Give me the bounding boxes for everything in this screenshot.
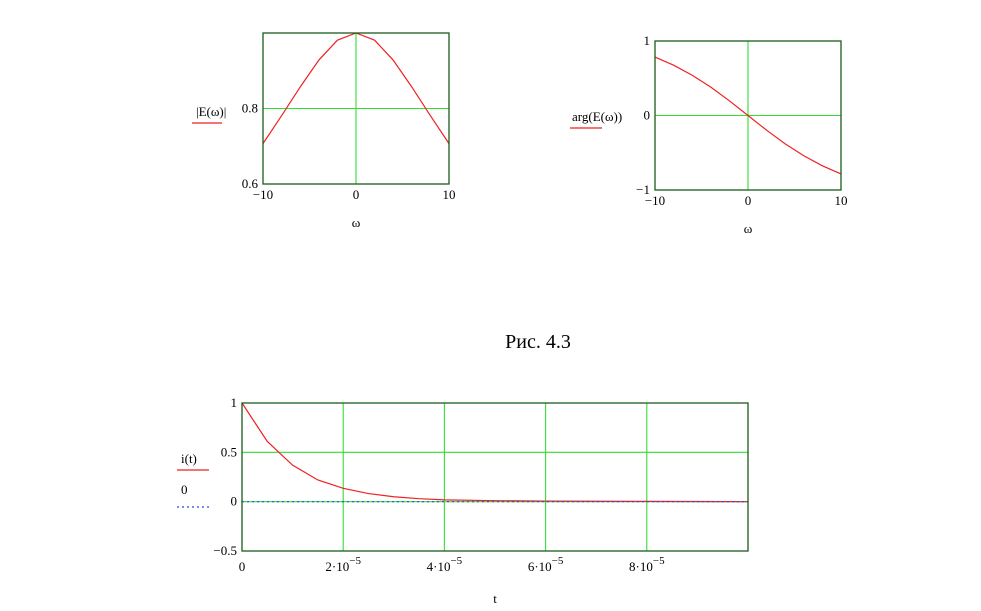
plot-area [654, 40, 842, 191]
y-axis-label-2: 0 [181, 482, 188, 497]
y-axis-label: arg(E(ω)) [572, 109, 622, 124]
series-line [241, 402, 749, 503]
x-tick-label: 0 [239, 559, 246, 574]
x-tick-label: −10 [645, 193, 665, 208]
x-axis-label: t [493, 591, 497, 606]
y-axis-label: |E(ω)| [196, 104, 226, 119]
y-axis-label: i(t) [181, 451, 197, 466]
plot-area [262, 32, 450, 185]
y-tick-label: 0 [644, 108, 651, 123]
x-tick-label: 4·10−5 [427, 555, 463, 574]
x-axis-label: ω [744, 221, 753, 236]
current-chart: 10.50−0.50 2·10−5 4·10−5 6·10−5 8·10−5ti(t)0 [177, 395, 749, 606]
y-tick-label: −0.5 [213, 543, 237, 558]
y-tick-label: 0.6 [242, 176, 259, 191]
series-line [654, 56, 842, 175]
plot-area [241, 402, 749, 552]
x-tick-label: −10 [253, 187, 273, 202]
magnitude-chart: 0.6 0.8 −10 0 10 ω |E(ω)| [192, 32, 456, 230]
x-tick-label: 6·10−5 [528, 555, 564, 574]
y-tick-label: 1 [644, 33, 651, 48]
x-tick-label: 10 [443, 187, 456, 202]
x-tick-label: 10 [835, 193, 848, 208]
y-tick-label: −1 [636, 182, 650, 197]
x-tick-label: 0 [745, 193, 752, 208]
y-tick-label: 0 [231, 494, 238, 509]
y-tick-label: 0.5 [221, 444, 237, 459]
y-tick-label: 1 [231, 395, 238, 410]
x-tick-label: 8·10−5 [629, 555, 665, 574]
figure-caption: Рис. 4.3 [505, 331, 571, 353]
y-tick-label: 0.8 [242, 101, 258, 116]
x-tick-label: 2·10−5 [325, 555, 361, 574]
x-axis-label: ω [352, 215, 361, 230]
x-tick-label: 0 [353, 187, 360, 202]
